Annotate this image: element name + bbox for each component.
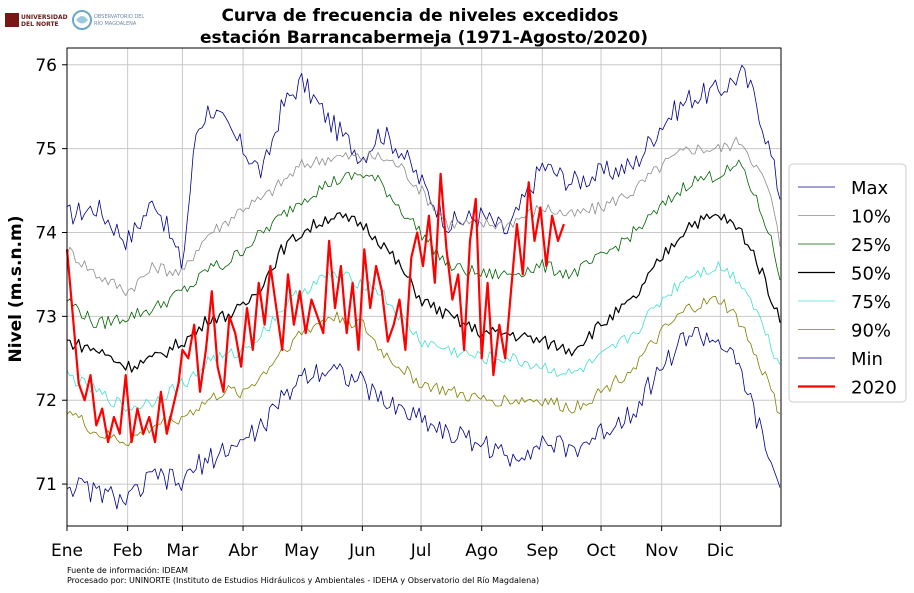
- legend-box: [788, 163, 907, 403]
- x-tick-label: Abr: [228, 541, 257, 561]
- legend-label: Min: [851, 349, 883, 370]
- plot-frame: [66, 47, 782, 527]
- x-tick-label: Jun: [348, 541, 376, 561]
- y-axis-label: Nivel (m.s.n.m): [6, 216, 26, 363]
- series-line-max: [66, 64, 781, 270]
- x-tick-label: Mar: [166, 541, 198, 561]
- series-line-90pct: [66, 295, 781, 447]
- observatorio-wave-icon: [76, 16, 88, 24]
- y-tick-label: 73: [35, 307, 57, 327]
- y-tick-label: 71: [35, 475, 57, 495]
- observatorio-logo: OBSERVATORIO DEL RÍO MAGDALENA: [72, 10, 144, 30]
- observatorio-logo-line1: OBSERVATORIO DEL: [94, 14, 144, 20]
- legend-label: 50%: [851, 264, 891, 285]
- series-line-50pct: [67, 212, 781, 373]
- chart-title-line1: Curva de frecuencia de niveles excedidos: [221, 6, 618, 26]
- x-tick-label: Sep: [526, 541, 558, 561]
- x-tick-label: Oct: [586, 541, 616, 561]
- series-lines: [65, 64, 781, 510]
- series-line-2020: [65, 172, 565, 444]
- uninorte-logo-line2: DEL NORTE: [21, 21, 59, 28]
- footer-processed-by: Procesado por: UNINORTE (Instituto de Es…: [67, 576, 539, 585]
- legend-label: Max: [851, 178, 889, 199]
- x-tick-label: Ago: [465, 541, 498, 561]
- y-tick-label: 72: [35, 391, 57, 411]
- series-line-10pct: [66, 136, 781, 297]
- uninorte-logo: UNIVERSIDAD DEL NORTE: [5, 13, 68, 28]
- legend: Max 10% 25% 50% 75% 90% Min 2020: [788, 163, 907, 403]
- legend-label: 10%: [851, 207, 891, 228]
- series-line-75pct: [66, 261, 781, 412]
- legend-label: 25%: [851, 235, 891, 256]
- chart-title-line2: estación Barrancabermeja (1971-Agosto/20…: [200, 28, 648, 48]
- series-line-25pct: [66, 159, 781, 330]
- uninorte-shield-icon: [5, 13, 19, 27]
- legend-label: 2020: [851, 378, 897, 399]
- observatorio-swirl-icon: [72, 10, 92, 30]
- axis-ticks: 71 72 73 74 75 76 Ene Feb Mar Abr May Jun Jul Ago Sep O…: [35, 56, 734, 561]
- x-tick-label: Dic: [707, 541, 734, 561]
- uninorte-logo-line1: UNIVERSIDAD: [21, 14, 68, 21]
- grid-lines: [66, 48, 781, 526]
- x-tick-label: Jul: [410, 541, 432, 561]
- footer-source: Fuente de información: IDEAM: [67, 565, 188, 575]
- series-line-min: [66, 326, 781, 510]
- legend-label: 75%: [851, 292, 891, 313]
- x-tick-label: Feb: [113, 541, 143, 561]
- y-tick-label: 76: [35, 56, 57, 76]
- y-tick-label: 74: [35, 223, 57, 243]
- y-tick-label: 75: [35, 140, 57, 160]
- x-tick-label: Ene: [51, 541, 83, 561]
- x-tick-label: May: [284, 541, 319, 561]
- legend-label: 90%: [851, 321, 891, 342]
- x-tick-label: Nov: [645, 541, 678, 561]
- observatorio-logo-line2: RÍO MAGDALENA: [94, 20, 137, 27]
